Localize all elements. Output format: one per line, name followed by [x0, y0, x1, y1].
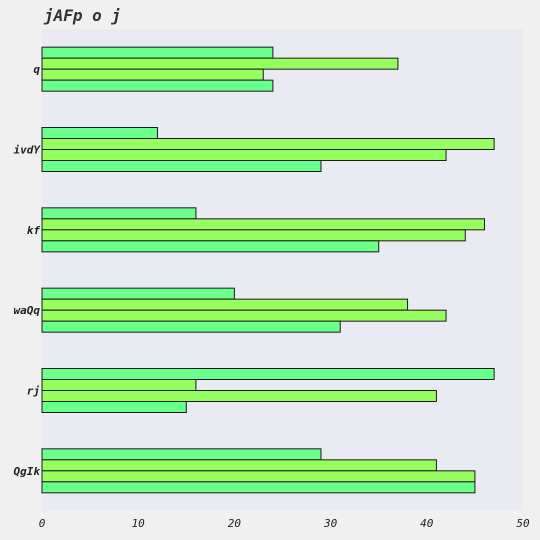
- bar: [41, 229, 466, 242]
- bar-group: [41, 46, 495, 494]
- bar: [41, 149, 447, 161]
- bar: [41, 309, 447, 322]
- y-tick-label: q: [33, 63, 40, 76]
- x-tick-label: 30: [323, 517, 338, 530]
- y-tick-label: ivdY: [14, 144, 42, 157]
- bar: [41, 46, 274, 59]
- bar: [41, 240, 380, 253]
- bar: [41, 448, 322, 461]
- y-tick-label: rj: [27, 385, 40, 398]
- bar: [41, 127, 158, 139]
- bar: [41, 320, 341, 333]
- bar: [41, 218, 486, 231]
- bar: [41, 57, 399, 70]
- x-tick-label: 0: [39, 517, 46, 530]
- bar: [41, 368, 495, 380]
- y-tick-label: waQq: [14, 304, 41, 317]
- bar: [41, 390, 437, 402]
- x-axis-ticks: 0 10 20 30 40 50: [39, 517, 530, 530]
- bar: [41, 379, 197, 391]
- y-axis-categories: q ivdY kf waQq rj QgIk: [14, 63, 42, 478]
- y-tick-label: QgIk: [14, 465, 41, 478]
- chart-title: jAFp o j: [43, 6, 121, 25]
- plot-area: [42, 29, 523, 511]
- bar: [41, 470, 476, 483]
- bar: [41, 79, 274, 92]
- x-tick-label: 50: [516, 517, 530, 530]
- bar: [41, 401, 187, 413]
- x-tick-label: 20: [228, 517, 242, 530]
- bar: [41, 207, 197, 220]
- bar: [41, 138, 495, 150]
- bar: [41, 481, 476, 494]
- bar: [41, 68, 264, 81]
- bar: [41, 459, 437, 472]
- bar: [41, 287, 235, 300]
- x-tick-label: 10: [132, 517, 146, 530]
- bar: [41, 160, 322, 172]
- bar: [41, 298, 409, 311]
- x-tick-label: 40: [420, 517, 434, 530]
- y-tick-label: kf: [27, 224, 41, 237]
